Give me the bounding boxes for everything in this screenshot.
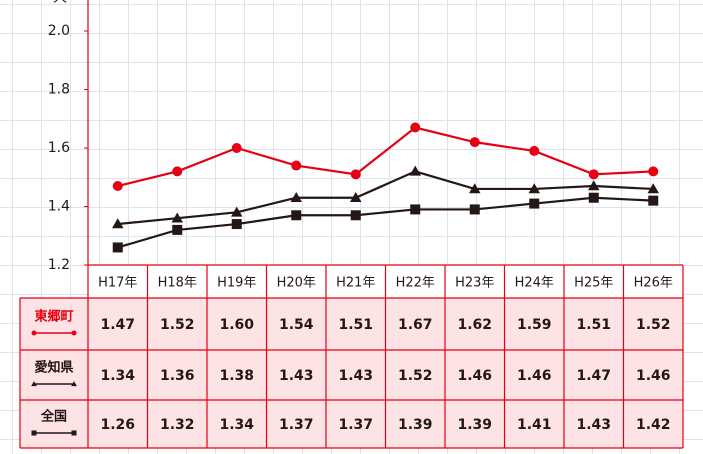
value-label: 1.43 <box>279 368 314 384</box>
point <box>647 183 659 194</box>
point <box>409 165 421 176</box>
point <box>291 160 302 171</box>
x-tick-label: H17年 <box>98 276 137 291</box>
point <box>112 181 123 192</box>
value-label: 1.37 <box>338 417 373 433</box>
point <box>291 210 302 221</box>
point <box>171 212 183 223</box>
point <box>469 204 480 215</box>
point <box>350 191 362 202</box>
point <box>588 180 600 191</box>
y-tick-label: 1.6 <box>48 140 70 156</box>
x-tick-label: H25年 <box>574 276 613 291</box>
x-tick-label: H19年 <box>217 276 256 291</box>
point <box>172 224 183 235</box>
x-tick-label: H22年 <box>396 276 435 291</box>
point <box>231 143 242 153</box>
point <box>648 166 659 177</box>
point <box>469 183 481 194</box>
point <box>112 242 123 253</box>
value-label: 1.52 <box>636 317 671 333</box>
series-line <box>117 170 654 226</box>
y-tick-label: 1.2 <box>48 257 70 273</box>
value-label: 1.42 <box>636 417 671 433</box>
value-label: 1.47 <box>100 317 135 333</box>
value-label: 1.52 <box>398 368 433 384</box>
x-tick-label: H20年 <box>277 276 316 291</box>
point <box>350 210 361 221</box>
value-label: 1.38 <box>219 368 254 384</box>
table-body-bg <box>20 298 683 448</box>
value-label: 1.46 <box>457 368 492 384</box>
value-label: 1.51 <box>576 317 611 333</box>
point <box>588 169 599 180</box>
legend-marker <box>31 381 37 387</box>
point <box>528 183 540 194</box>
value-label: 1.34 <box>100 368 135 384</box>
value-label: 1.32 <box>160 417 195 433</box>
legend-label: 東郷町 <box>34 309 73 325</box>
value-label: 1.46 <box>636 368 671 384</box>
point <box>231 219 242 230</box>
y-axis-label: 人 <box>53 0 67 6</box>
point <box>172 166 183 177</box>
value-label: 1.39 <box>457 417 492 433</box>
legend-marker <box>31 430 37 436</box>
legend-label: 全国 <box>40 409 67 425</box>
x-tick-label: H23年 <box>455 276 494 291</box>
point <box>410 204 421 215</box>
point <box>410 122 421 133</box>
value-label: 1.47 <box>576 368 611 384</box>
value-label: 1.41 <box>517 417 552 433</box>
point <box>529 198 540 209</box>
value-label: 1.39 <box>398 417 433 433</box>
value-label: 1.60 <box>219 317 254 333</box>
x-tick-label: H18年 <box>158 276 197 291</box>
legend-label: 愛知県 <box>34 360 73 376</box>
value-label: 1.51 <box>338 317 373 333</box>
value-label: 1.62 <box>457 317 492 333</box>
value-label: 1.67 <box>398 317 433 333</box>
point <box>290 191 302 202</box>
legend-marker <box>31 330 37 336</box>
y-tick-label: 2.0 <box>48 23 70 39</box>
legend-marker <box>71 330 77 336</box>
point <box>469 137 480 148</box>
value-label: 1.59 <box>517 317 552 333</box>
x-tick-label: H24年 <box>515 276 554 291</box>
x-tick-label: H26年 <box>634 276 673 291</box>
value-label: 1.52 <box>160 317 195 333</box>
value-label: 1.46 <box>517 368 552 384</box>
value-label: 1.26 <box>100 417 135 433</box>
point <box>112 218 124 229</box>
value-label: 1.36 <box>160 368 195 384</box>
value-label: 1.54 <box>279 317 314 333</box>
point <box>231 206 243 217</box>
legend-marker <box>71 381 77 387</box>
y-tick-label: 1.8 <box>48 82 70 98</box>
value-label: 1.34 <box>219 417 254 433</box>
point <box>529 145 540 156</box>
x-tick-label: H21年 <box>336 276 375 291</box>
y-tick-label: 1.4 <box>48 199 70 215</box>
point <box>588 192 599 203</box>
legend-marker <box>71 430 77 436</box>
series-line <box>117 126 654 188</box>
point <box>350 169 361 180</box>
value-label: 1.43 <box>576 417 611 433</box>
series-line <box>117 196 654 249</box>
point <box>648 195 659 206</box>
value-label: 1.43 <box>338 368 373 384</box>
value-label: 1.37 <box>279 417 314 433</box>
